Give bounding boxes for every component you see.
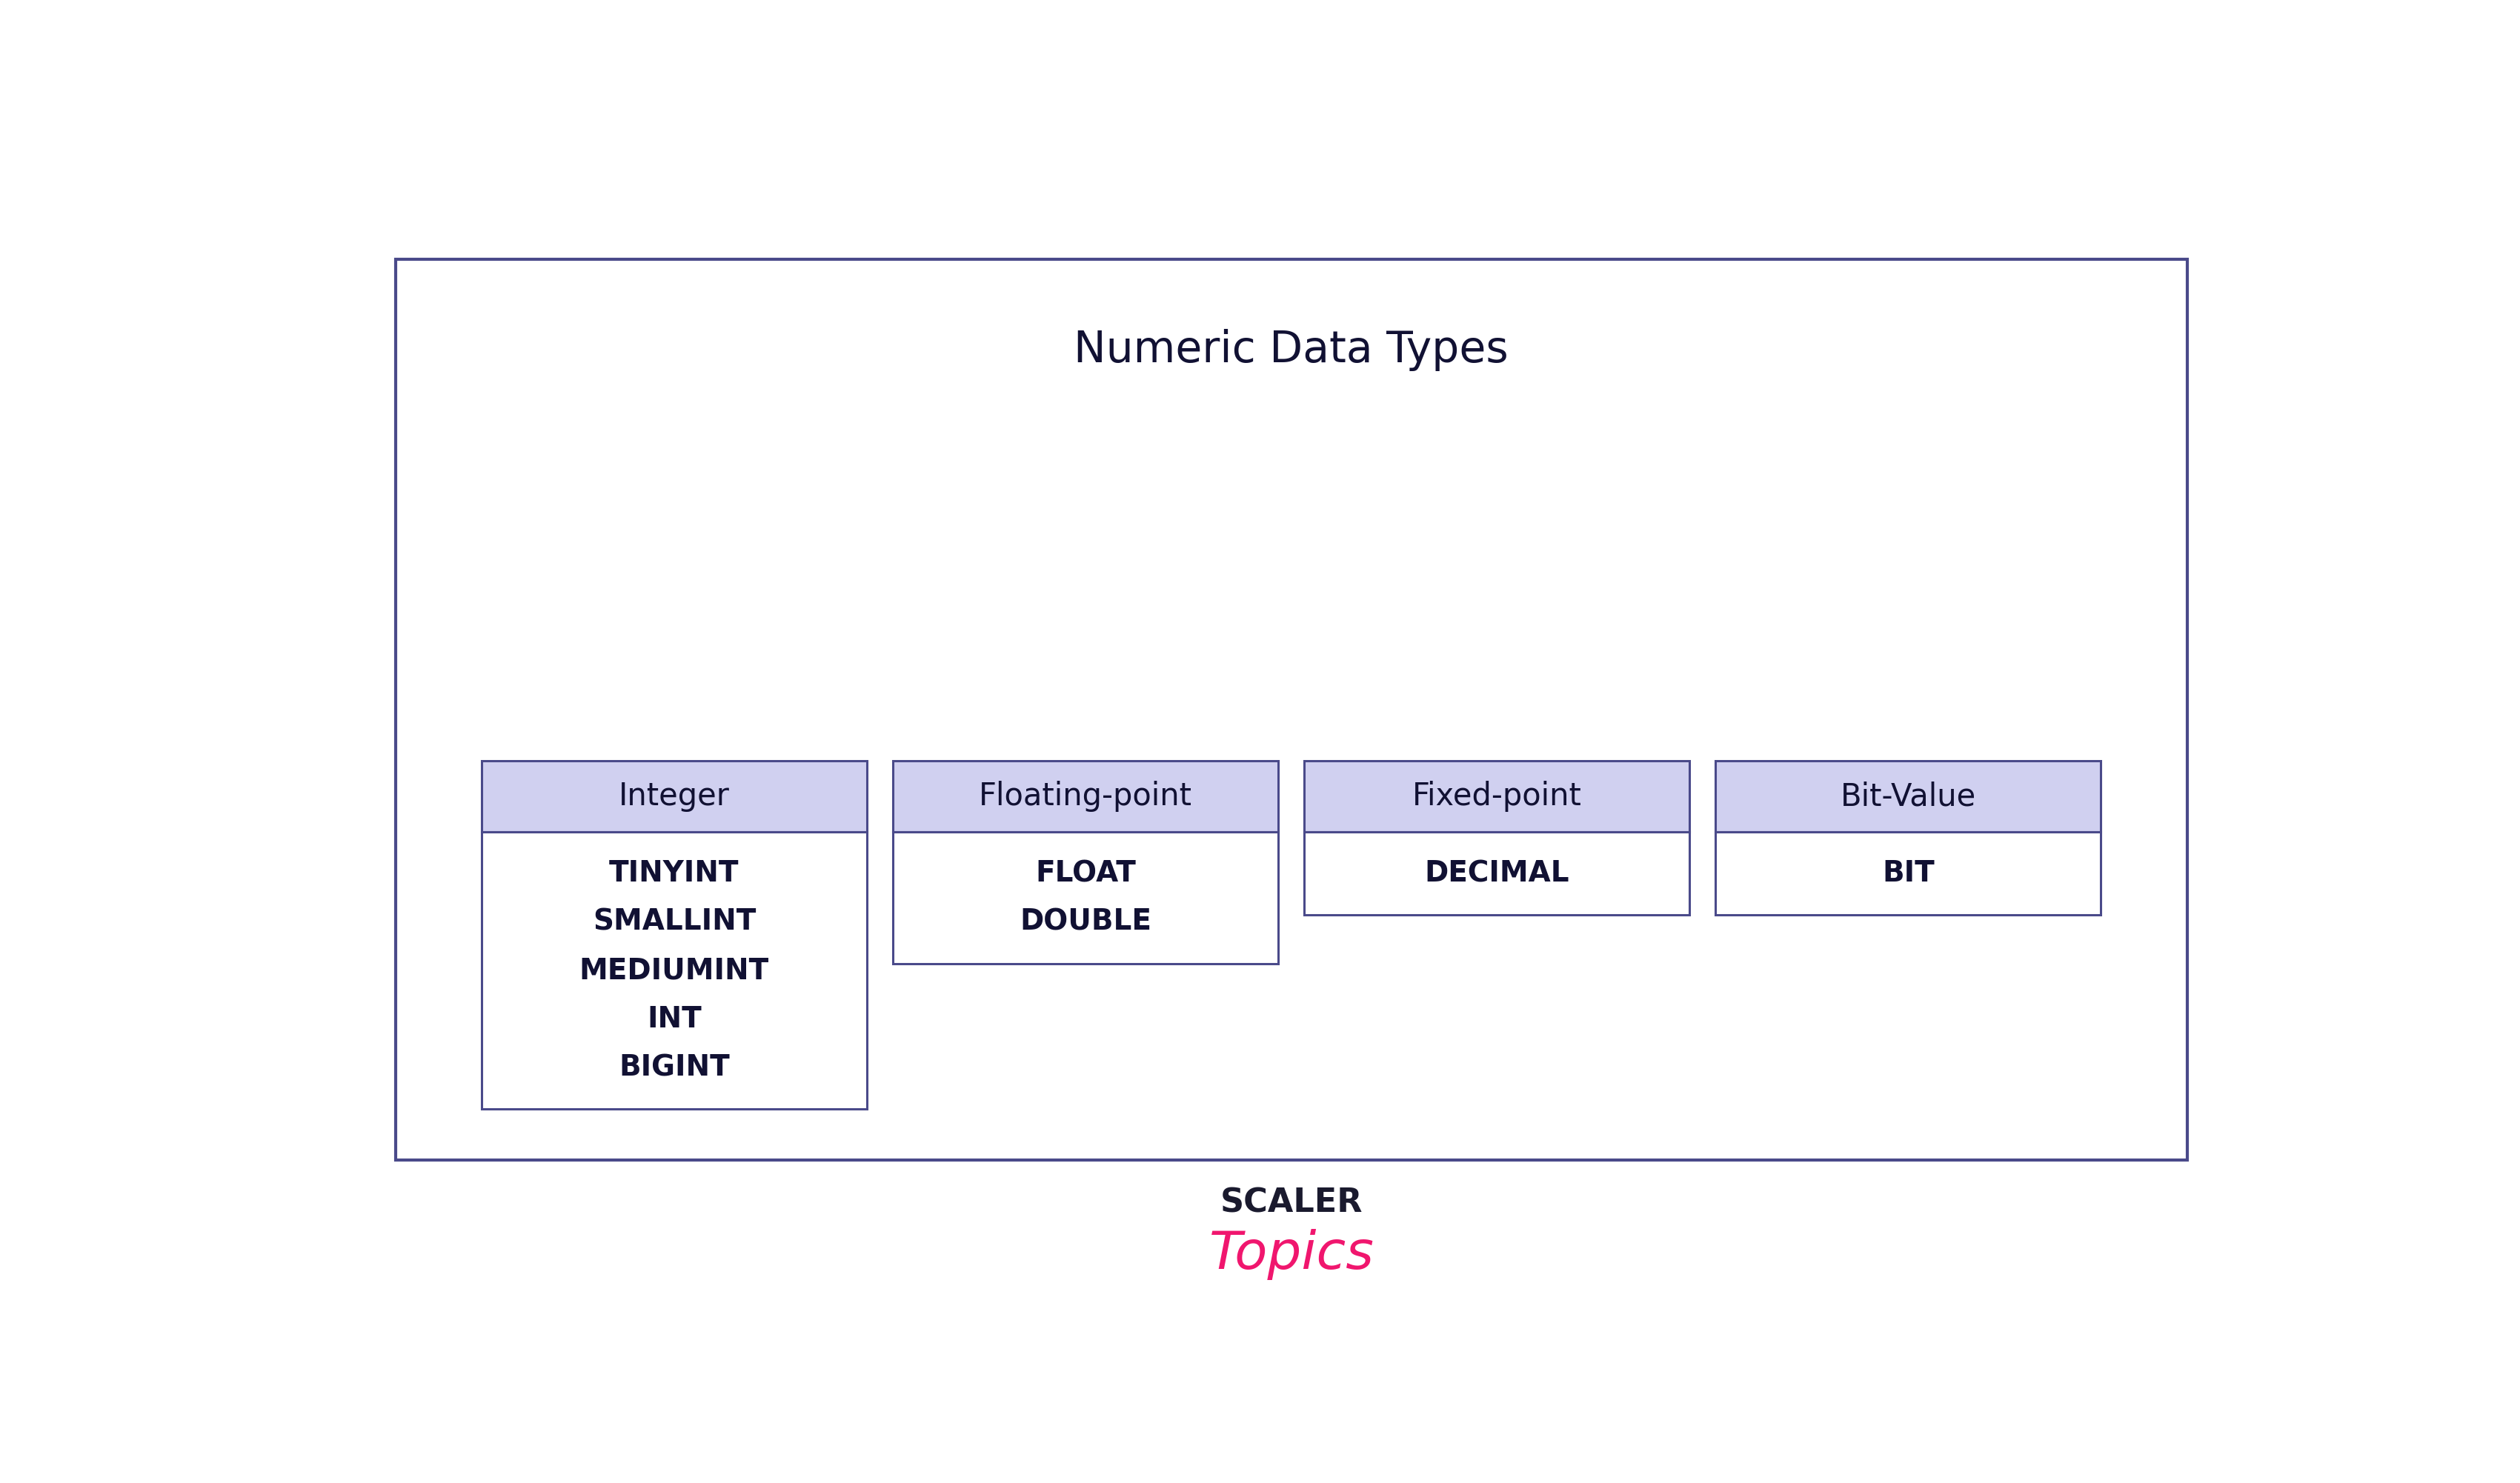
- Text: SMALLINT: SMALLINT: [592, 908, 756, 936]
- Text: INT: INT: [648, 1005, 701, 1034]
- Text: Fixed-point: Fixed-point: [1411, 782, 1583, 813]
- FancyBboxPatch shape: [892, 832, 1278, 964]
- FancyBboxPatch shape: [481, 761, 867, 832]
- Text: Floating-point: Floating-point: [978, 782, 1192, 813]
- FancyBboxPatch shape: [1305, 761, 1688, 832]
- Text: BIGINT: BIGINT: [620, 1053, 731, 1081]
- Text: FLOAT: FLOAT: [1036, 860, 1137, 888]
- Text: Integer: Integer: [620, 782, 731, 813]
- FancyBboxPatch shape: [1716, 761, 2102, 832]
- FancyBboxPatch shape: [892, 761, 1278, 832]
- Text: DOUBLE: DOUBLE: [1021, 908, 1152, 936]
- Text: BIT: BIT: [1882, 860, 1935, 888]
- Text: Bit-Value: Bit-Value: [1840, 782, 1976, 813]
- Text: DECIMAL: DECIMAL: [1424, 860, 1570, 888]
- Text: Topics: Topics: [1210, 1229, 1373, 1280]
- FancyBboxPatch shape: [396, 260, 2187, 1160]
- FancyBboxPatch shape: [481, 832, 867, 1109]
- FancyBboxPatch shape: [1305, 832, 1688, 915]
- Text: TINYINT: TINYINT: [610, 860, 738, 888]
- Text: SCALER: SCALER: [1220, 1186, 1363, 1219]
- Text: Numeric Data Types: Numeric Data Types: [1074, 329, 1509, 371]
- Text: MEDIUMINT: MEDIUMINT: [580, 957, 769, 985]
- FancyBboxPatch shape: [1716, 832, 2102, 915]
